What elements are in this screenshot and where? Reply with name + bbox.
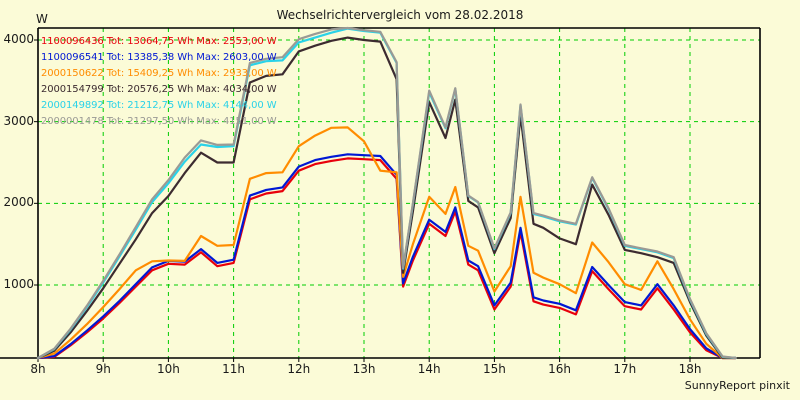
x-tick-label-15h: 15h [482, 362, 506, 376]
legend-entry-2000001478: 2000001478 Tot: 21297,50 Wh Max: 4151,00… [41, 116, 277, 127]
legend-entry-1100096541: 1100096541 Tot: 13385,38 Wh Max: 2603,00… [41, 52, 277, 63]
x-tick-label-10h: 10h [156, 362, 180, 376]
legend-entry-2000149892: 2000149892 Tot: 21212,75 Wh Max: 4144,00… [41, 100, 277, 111]
y-tick-label-3000: 3000 [3, 113, 34, 128]
y-axis-unit-label: W [36, 12, 48, 26]
series-line-2000001478 [36, 26, 737, 360]
x-tick-label-13h: 13h [352, 362, 376, 376]
series-line-1100096541 [36, 153, 737, 360]
x-tick-label-16h: 16h [548, 362, 572, 376]
legend-entry-2000154799: 2000154799 Tot: 20576,25 Wh Max: 4034,00… [41, 84, 277, 95]
x-tick-label-12h: 12h [287, 362, 311, 376]
chart-title: Wechselrichtervergleich vom 28.02.2018 [276, 8, 524, 22]
x-tick-label-11h: 11h [222, 362, 246, 376]
x-tick-label-14h: 14h [417, 362, 441, 376]
legend-entry-1100096436: 1100096436 Tot: 13064,75 Wh Max: 2553,00… [41, 36, 277, 47]
x-tick-label-17h: 17h [613, 362, 637, 376]
series-line-2000154799 [36, 36, 737, 360]
x-tick-label-18h: 18h [678, 362, 702, 376]
series-line-1100096436 [36, 157, 737, 360]
legend-entry-2000150622: 2000150622 Tot: 15409,25 Wh Max: 2933,00… [41, 68, 277, 79]
y-tick-label-2000: 2000 [3, 195, 34, 210]
y-tick-label-4000: 4000 [3, 32, 34, 46]
series-line-2000150622 [36, 126, 737, 360]
footer-credit: SunnyReport pinxit [684, 379, 790, 392]
x-tick-label-8h: 8h [30, 362, 46, 376]
y-tick-label-1000: 1000 [3, 277, 34, 291]
x-tick-label-9h: 9h [95, 362, 111, 376]
